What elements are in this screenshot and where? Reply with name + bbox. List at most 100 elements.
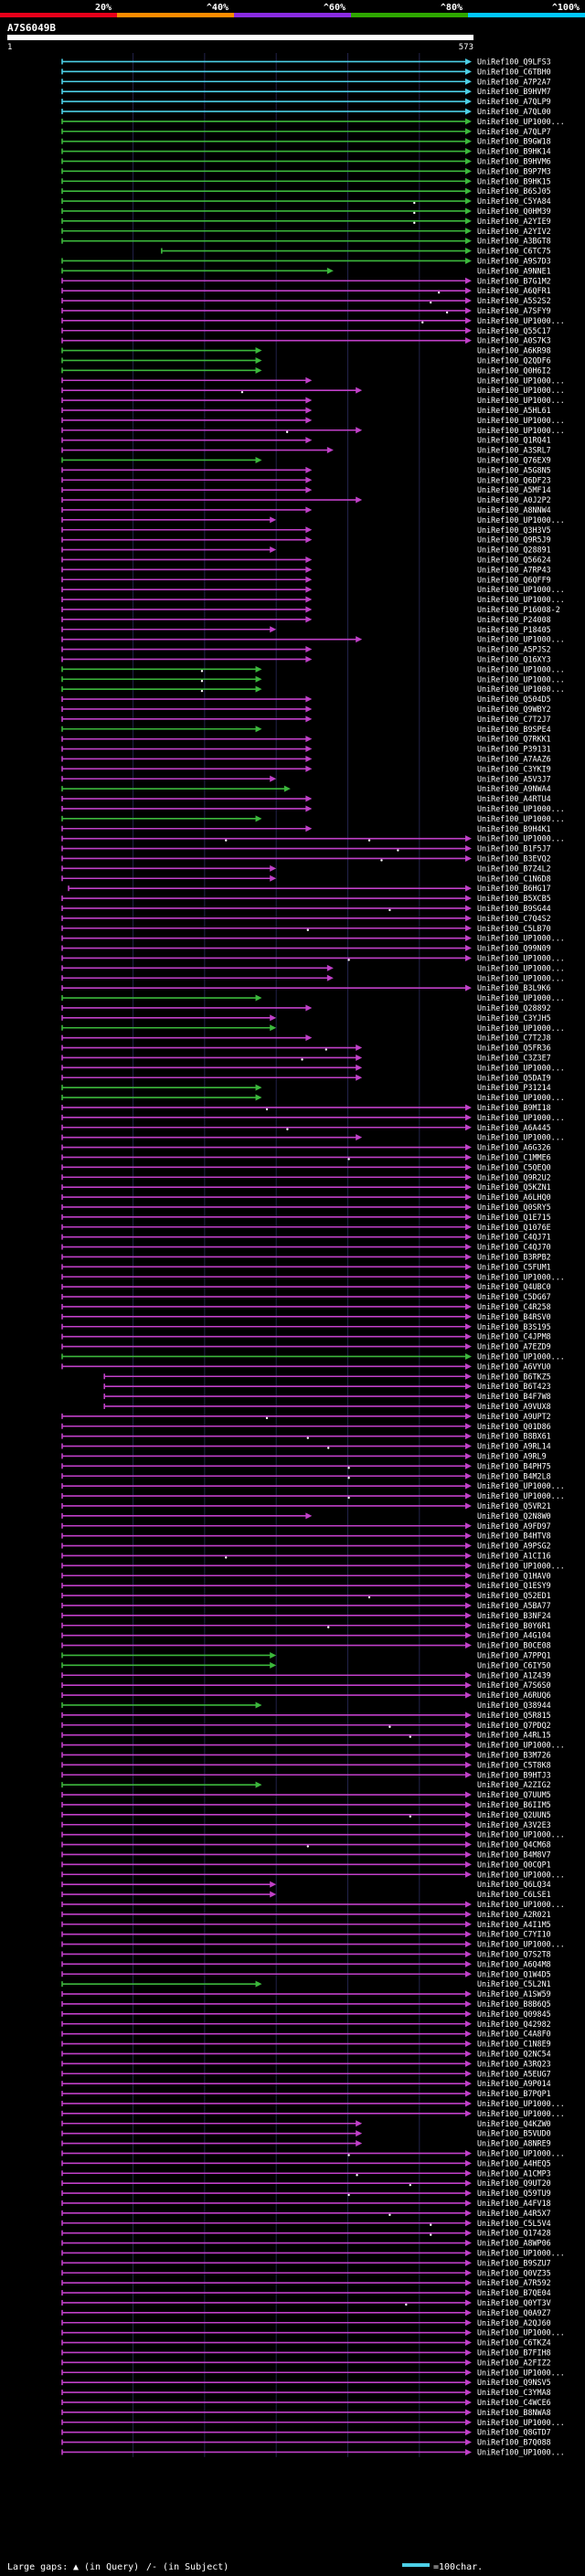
hit-row[interactable]: UniRef100_C4JPM8 (61, 1332, 551, 1341)
hit-row[interactable]: UniRef100_B9GW18 (61, 137, 551, 146)
hit-label[interactable]: UniRef100_C7YI10 (477, 1930, 551, 1939)
hit-label[interactable]: UniRef100_A5S2S2 (477, 296, 551, 305)
hit-label[interactable]: UniRef100_A1CMP3 (477, 2168, 551, 2178)
hit-label[interactable]: UniRef100_Q9LFS3 (477, 57, 551, 66)
hit-label[interactable]: UniRef100_A0S7K3 (477, 336, 551, 345)
hit-row[interactable]: UniRef100_Q59TU9 (61, 2189, 551, 2198)
hit-row[interactable]: UniRef100_A1Z439 (61, 1670, 551, 1680)
hit-label[interactable]: UniRef100_A7PPQ1 (477, 1650, 551, 1659)
hit-row[interactable]: UniRef100_B4RSV0 (61, 1312, 551, 1321)
hit-label[interactable]: UniRef100_Q17428 (477, 2229, 551, 2238)
hit-row[interactable]: UniRef100_Q4CM68 (61, 1840, 551, 1850)
hit-row[interactable]: UniRef100_C5FUM1 (61, 1262, 551, 1271)
hit-label[interactable]: UniRef100_C3Z3E7 (477, 1053, 551, 1062)
hit-label[interactable]: UniRef100_Q0VZ35 (477, 2268, 551, 2277)
hit-row[interactable]: UniRef100_A1SW59 (61, 1989, 551, 1998)
hit-label[interactable]: UniRef100_C4A8F0 (477, 2030, 551, 2039)
hit-row[interactable]: UniRef100_B6SJ05 (61, 186, 551, 196)
hit-row[interactable]: UniRef100_A5HL61 (61, 406, 551, 415)
hit-row[interactable]: UniRef100_P39131 (61, 745, 551, 754)
hit-row[interactable]: UniRef100_B9MI18 (61, 1103, 551, 1112)
hit-label[interactable]: UniRef100_UP1000... (477, 1113, 565, 1122)
hit-label[interactable]: UniRef100_Q0SRY5 (477, 1203, 551, 1212)
hit-row[interactable]: UniRef100_Q0SRY5 (61, 1203, 551, 1212)
hit-row[interactable]: UniRef100_B9H4K1 (61, 824, 551, 833)
hit-label[interactable]: UniRef100_Q9UT20 (477, 2178, 551, 2188)
hit-row[interactable]: UniRef100_A7QLP7 (61, 127, 551, 136)
hit-row[interactable]: UniRef100_Q6LQ34 (61, 1880, 551, 1889)
hit-row[interactable]: UniRef100_B9HK15 (61, 176, 551, 186)
hit-row[interactable]: UniRef100_Q2N8W0 (61, 1511, 551, 1521)
hit-row[interactable]: UniRef100_Q5FR36 (61, 1044, 551, 1053)
hit-row[interactable]: UniRef100_A0S7K3 (61, 336, 551, 345)
hit-label[interactable]: UniRef100_Q8GTD7 (477, 2428, 551, 2437)
hit-row[interactable]: UniRef100_B7QE04 (61, 2288, 551, 2297)
hit-row[interactable]: UniRef100_UP1000... (61, 804, 565, 813)
hit-row[interactable]: UniRef100_B9SZU7 (61, 2258, 551, 2267)
hit-label[interactable]: UniRef100_B9P7M3 (477, 166, 551, 175)
hit-row[interactable]: UniRef100_Q01D86 (61, 1422, 551, 1431)
hit-row[interactable]: UniRef100_C5QEQ0 (61, 1162, 551, 1171)
hit-label[interactable]: UniRef100_B8B6Q5 (477, 1999, 551, 2009)
hit-row[interactable]: UniRef100_C3YMA8 (61, 2388, 551, 2397)
hit-row[interactable]: UniRef100_Q4UBC0 (61, 1282, 551, 1291)
hit-row[interactable]: UniRef100_Q0YT3V (61, 2298, 551, 2307)
hit-row[interactable]: UniRef100_C6IY50 (61, 1660, 551, 1670)
hit-label[interactable]: UniRef100_B3S195 (477, 1322, 551, 1331)
hit-label[interactable]: UniRef100_UP1000... (477, 993, 565, 1002)
hit-label[interactable]: UniRef100_B4HTV8 (477, 1532, 551, 1541)
hit-row[interactable]: UniRef100_Q2QDF6 (61, 355, 551, 365)
hit-row[interactable]: UniRef100_UP1000... (61, 2418, 565, 2427)
hit-label[interactable]: UniRef100_Q2UUN5 (477, 1810, 551, 1819)
hit-row[interactable]: UniRef100_A5BA77 (61, 1601, 551, 1610)
hit-row[interactable]: UniRef100_UP1000... (61, 1741, 565, 1750)
hit-label[interactable]: UniRef100_A9P014 (477, 2079, 551, 2088)
hit-label[interactable]: UniRef100_A7P2A7 (477, 77, 551, 86)
hit-label[interactable]: UniRef100_UP1000... (477, 1133, 565, 1142)
hit-row[interactable]: UniRef100_Q7S2T8 (61, 1949, 551, 1958)
hit-row[interactable]: UniRef100_C5LB70 (61, 924, 551, 933)
hit-row[interactable]: UniRef100_UP1000... (61, 684, 565, 694)
hit-label[interactable]: UniRef100_UP1000... (477, 804, 565, 813)
hit-row[interactable]: UniRef100_Q42982 (61, 2019, 551, 2029)
hit-label[interactable]: UniRef100_UP1000... (477, 416, 565, 425)
hit-label[interactable]: UniRef100_UP1000... (477, 515, 565, 525)
hit-label[interactable]: UniRef100_UP1000... (477, 2328, 565, 2337)
hit-label[interactable]: UniRef100_C3YMA8 (477, 2388, 551, 2397)
hit-row[interactable]: UniRef100_B8BX61 (61, 1432, 551, 1441)
hit-label[interactable]: UniRef100_A9NNE1 (477, 266, 551, 275)
hit-row[interactable]: UniRef100_C4R258 (61, 1302, 551, 1311)
hit-label[interactable]: UniRef100_A4RTU4 (477, 794, 551, 803)
hit-label[interactable]: UniRef100_A6KR98 (477, 346, 551, 355)
hit-row[interactable]: UniRef100_Q1076E (61, 1223, 551, 1232)
hit-row[interactable]: UniRef100_C6TKZ4 (61, 2338, 551, 2348)
hit-label[interactable]: UniRef100_A9UPT2 (477, 1412, 551, 1421)
hit-label[interactable]: UniRef100_B9SG44 (477, 904, 551, 913)
hit-row[interactable]: UniRef100_UP1000... (61, 953, 565, 962)
hit-row[interactable]: UniRef100_B4F7W8 (103, 1392, 551, 1401)
hit-label[interactable]: UniRef100_UP1000... (477, 963, 565, 972)
hit-label[interactable]: UniRef100_B4M2L8 (477, 1471, 551, 1480)
hit-row[interactable]: UniRef100_A6A445 (61, 1123, 551, 1132)
hit-label[interactable]: UniRef100_Q09845 (477, 2009, 551, 2019)
hit-row[interactable]: UniRef100_UP1000... (61, 1113, 565, 1122)
hit-row[interactable]: UniRef100_Q3H3V5 (61, 525, 551, 535)
hit-row[interactable]: UniRef100_B3L9K6 (61, 983, 551, 992)
hit-row[interactable]: UniRef100_Q38944 (61, 1701, 551, 1710)
hit-label[interactable]: UniRef100_A3SRL7 (477, 446, 551, 455)
hit-row[interactable]: UniRef100_B3S195 (61, 1322, 551, 1331)
hit-row[interactable]: UniRef100_Q0VZ35 (61, 2268, 551, 2277)
hit-row[interactable]: UniRef100_A9RL9 (61, 1451, 547, 1460)
hit-label[interactable]: UniRef100_C1N6D8 (477, 874, 551, 883)
hit-label[interactable]: UniRef100_Q1076E (477, 1223, 551, 1232)
hit-row[interactable]: UniRef100_A5PJS2 (61, 645, 551, 654)
hit-label[interactable]: UniRef100_P39131 (477, 745, 551, 754)
hit-row[interactable]: UniRef100_A6G326 (61, 1143, 551, 1152)
hit-row[interactable]: UniRef100_Q8GTD7 (61, 2428, 551, 2437)
hit-label[interactable]: UniRef100_Q1W4D5 (477, 1969, 551, 1978)
hit-row[interactable]: UniRef100_C3YJH5 (61, 1013, 551, 1023)
hit-label[interactable]: UniRef100_B8BX61 (477, 1432, 551, 1441)
hit-label[interactable]: UniRef100_UP1000... (477, 973, 565, 982)
hit-label[interactable]: UniRef100_A2YIE9 (477, 217, 551, 226)
hit-label[interactable]: UniRef100_C4R258 (477, 1302, 551, 1311)
